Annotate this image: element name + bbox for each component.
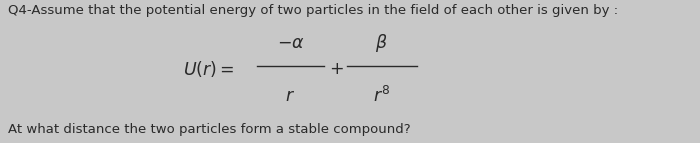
Text: $r^{8}$: $r^{8}$ xyxy=(373,86,390,106)
Text: $-\alpha$: $-\alpha$ xyxy=(276,34,304,52)
Text: At what distance the two particles form a stable compound?: At what distance the two particles form … xyxy=(8,123,411,136)
Text: Q4-Assume that the potential energy of two particles in the field of each other : Q4-Assume that the potential energy of t… xyxy=(8,4,619,17)
Text: $\beta$: $\beta$ xyxy=(375,32,388,54)
Text: $+$: $+$ xyxy=(328,60,344,78)
Text: $U(r) =$: $U(r) =$ xyxy=(183,59,235,79)
Text: $r$: $r$ xyxy=(286,87,295,105)
